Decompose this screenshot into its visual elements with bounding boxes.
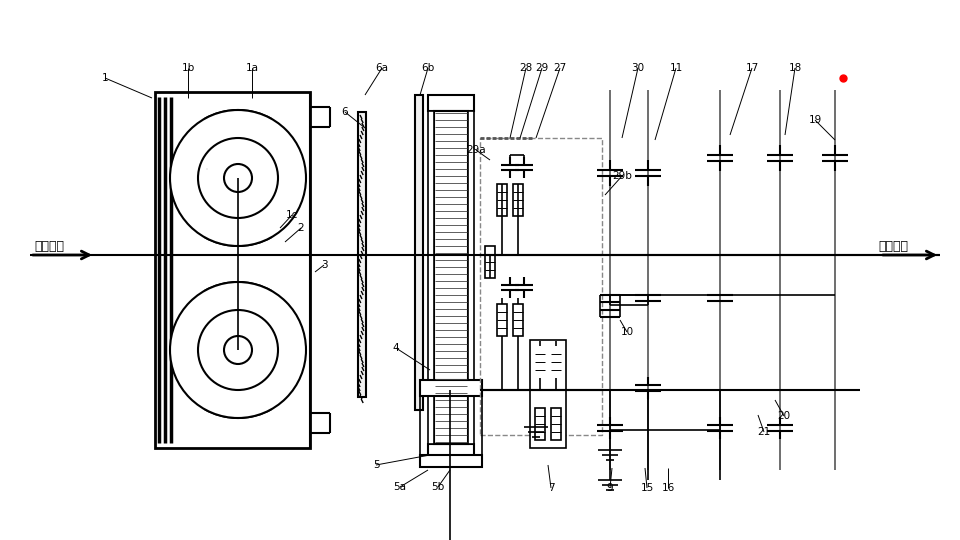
Polygon shape bbox=[468, 111, 474, 444]
Circle shape bbox=[224, 336, 252, 364]
Bar bbox=[155, 92, 310, 448]
Text: 29a: 29a bbox=[467, 145, 486, 155]
Text: 动力输出: 动力输出 bbox=[878, 240, 908, 253]
Bar bbox=[485, 246, 495, 278]
Bar bbox=[428, 95, 474, 111]
Bar bbox=[358, 112, 366, 397]
Text: 21: 21 bbox=[757, 427, 771, 437]
Text: 3: 3 bbox=[321, 260, 327, 270]
Bar bbox=[434, 111, 468, 444]
Text: 4: 4 bbox=[393, 343, 399, 353]
Text: 6b: 6b bbox=[421, 63, 435, 73]
Polygon shape bbox=[428, 111, 434, 444]
Text: 1b: 1b bbox=[181, 63, 195, 73]
Bar bbox=[551, 408, 561, 440]
Bar bbox=[254, 324, 268, 336]
Bar bbox=[513, 304, 523, 336]
Bar bbox=[254, 188, 268, 200]
Bar bbox=[551, 346, 561, 378]
Bar bbox=[254, 338, 268, 350]
Bar bbox=[497, 304, 507, 336]
Text: 5: 5 bbox=[372, 460, 379, 470]
Bar bbox=[513, 184, 523, 216]
Circle shape bbox=[170, 282, 306, 418]
Bar bbox=[254, 204, 268, 216]
Circle shape bbox=[198, 310, 278, 390]
Text: 5a: 5a bbox=[394, 482, 406, 492]
Text: 1a: 1a bbox=[246, 63, 258, 73]
Text: 9: 9 bbox=[607, 483, 613, 493]
Text: 28: 28 bbox=[519, 63, 533, 73]
Text: 5b: 5b bbox=[431, 482, 444, 492]
Bar bbox=[415, 95, 423, 410]
Text: 29b: 29b bbox=[612, 171, 632, 181]
Bar bbox=[535, 408, 545, 440]
Text: 1: 1 bbox=[102, 73, 108, 83]
Bar bbox=[420, 455, 482, 467]
Bar bbox=[480, 138, 602, 435]
Text: 20: 20 bbox=[778, 411, 791, 421]
Text: 1c: 1c bbox=[286, 210, 299, 220]
Text: 30: 30 bbox=[632, 63, 644, 73]
Text: 15: 15 bbox=[640, 483, 654, 493]
Text: 2: 2 bbox=[298, 223, 304, 233]
Text: 10: 10 bbox=[620, 327, 634, 337]
Text: 27: 27 bbox=[553, 63, 566, 73]
Text: 17: 17 bbox=[745, 63, 758, 73]
Circle shape bbox=[198, 138, 278, 218]
Circle shape bbox=[224, 164, 252, 192]
Circle shape bbox=[170, 110, 306, 246]
Bar bbox=[428, 444, 474, 460]
Bar bbox=[530, 340, 566, 448]
Text: 6a: 6a bbox=[375, 63, 389, 73]
Text: 6: 6 bbox=[342, 107, 348, 117]
Text: 16: 16 bbox=[661, 483, 675, 493]
Text: 29: 29 bbox=[536, 63, 548, 73]
Text: 7: 7 bbox=[548, 483, 554, 493]
Bar bbox=[420, 380, 482, 396]
Bar bbox=[497, 184, 507, 216]
Bar bbox=[535, 346, 545, 378]
Text: 18: 18 bbox=[788, 63, 802, 73]
Text: 11: 11 bbox=[669, 63, 683, 73]
Text: 19: 19 bbox=[808, 115, 822, 125]
Text: 动力输入: 动力输入 bbox=[34, 240, 64, 253]
